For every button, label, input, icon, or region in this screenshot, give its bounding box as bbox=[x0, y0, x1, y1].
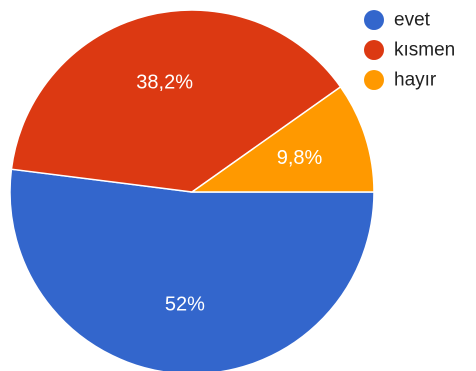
legend-label-evet: evet bbox=[394, 10, 431, 31]
pie-slice-hayır bbox=[189, 85, 375, 193]
pie-slices bbox=[9, 9, 375, 371]
legend-label-kısmen: kısmen bbox=[394, 40, 455, 61]
pie-slice-kısmen bbox=[10, 9, 342, 193]
pie-slice-evet bbox=[9, 168, 375, 371]
legend-marker-kısmen bbox=[364, 40, 384, 60]
legend-marker-hayır bbox=[364, 70, 384, 90]
slice-label-kısmen: 38,2% bbox=[136, 72, 193, 94]
legend: evet kısmen hayır bbox=[364, 10, 455, 91]
slice-labels: 52% 38,2% 9,8% bbox=[136, 72, 322, 316]
slice-label-evet: 52% bbox=[165, 294, 205, 316]
legend-label-hayır: hayır bbox=[394, 70, 437, 91]
legend-marker-evet bbox=[364, 10, 384, 30]
slice-label-hayır: 9,8% bbox=[277, 147, 323, 169]
